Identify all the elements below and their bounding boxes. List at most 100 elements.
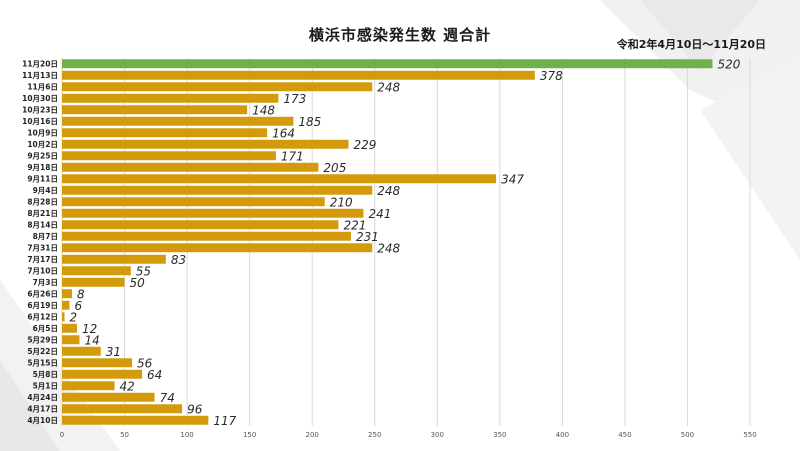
x-tick-label: 400: [556, 431, 569, 439]
bar: [62, 59, 713, 69]
bar: [62, 82, 373, 92]
value-label: 378: [540, 69, 563, 83]
category-label: 10月30日: [22, 94, 58, 103]
category-label: 4月10日: [27, 416, 58, 425]
category-label: 11月13日: [22, 71, 58, 80]
category-label: 6月19日: [27, 301, 58, 310]
bar: [62, 369, 143, 379]
value-label: 171: [281, 149, 304, 163]
bar: [62, 300, 70, 310]
value-label: 2: [70, 310, 78, 324]
bar: [62, 277, 125, 287]
x-tick-label: 150: [243, 431, 256, 439]
category-label: 9月11日: [27, 175, 58, 184]
bar: [62, 243, 373, 253]
category-label: 5月15日: [27, 359, 58, 368]
bar: [62, 392, 155, 402]
category-label: 6月26日: [27, 290, 58, 299]
category-label: 9月18日: [27, 163, 58, 172]
x-tick-label: 450: [618, 431, 631, 439]
bar: [62, 381, 115, 391]
value-label: 50: [130, 276, 146, 290]
category-label: 7月10日: [27, 267, 58, 276]
bar: [62, 266, 131, 276]
category-label: 8月21日: [27, 209, 58, 218]
bar: [62, 151, 276, 161]
category-label: 8月14日: [27, 221, 58, 230]
category-label: 4月17日: [27, 405, 58, 414]
bar: [62, 346, 101, 356]
value-label: 248: [377, 80, 400, 94]
bar: [62, 208, 364, 218]
value-label: 248: [377, 241, 400, 255]
category-label: 5月29日: [27, 336, 58, 345]
value-label: 231: [356, 230, 379, 244]
bar: [62, 197, 325, 207]
bar: [62, 174, 497, 184]
x-axis-ticks: 0 50 100 150 200 250 300 350 400 450 500 550: [60, 431, 757, 439]
bar: [62, 128, 268, 138]
chart-title: 横浜市感染発生数 週合計: [308, 26, 492, 44]
category-label: 7月3日: [33, 278, 58, 287]
value-label: 74: [160, 391, 175, 405]
value-label: 229: [353, 138, 376, 152]
x-tick-label: 300: [431, 431, 444, 439]
category-label: 10月9日: [27, 129, 58, 138]
category-label: 6月12日: [27, 313, 58, 322]
value-label: 148: [252, 103, 275, 117]
x-tick-label: 50: [120, 431, 129, 439]
bar: [62, 93, 279, 103]
category-labels: 11月20日 11月13日 11月6日 10月30日 10月23日 10月16日 10月9日…: [22, 60, 58, 425]
value-label: 173: [283, 92, 306, 106]
bar: [62, 415, 209, 425]
bar: [62, 116, 294, 126]
category-label: 10月16日: [22, 117, 58, 126]
category-label: 6月5日: [33, 324, 58, 333]
value-label: 347: [501, 172, 524, 186]
value-label: 241: [368, 207, 391, 221]
category-label: 10月2日: [27, 140, 58, 149]
category-label: 4月24日: [27, 393, 58, 402]
value-label: 221: [343, 218, 366, 232]
bar: [62, 70, 535, 80]
bar: [62, 162, 319, 172]
value-labels: 5203782481731481851642291712053472482102…: [70, 57, 741, 428]
value-label: 64: [147, 368, 162, 382]
category-label: 9月25日: [27, 152, 58, 161]
value-label: 117: [213, 414, 236, 428]
chart-subtitle: 令和2年4月10日～11月20日: [616, 38, 766, 51]
category-label: 5月1日: [33, 382, 58, 391]
value-label: 55: [136, 264, 151, 278]
value-label: 520: [717, 57, 740, 71]
value-label: 185: [298, 115, 321, 129]
value-label: 8: [77, 287, 85, 301]
category-label: 9月4日: [33, 186, 58, 195]
bar: [62, 231, 351, 241]
x-tick-label: 0: [60, 431, 64, 439]
x-tick-label: 250: [368, 431, 381, 439]
category-label: 11月6日: [27, 83, 58, 92]
value-label: 31: [106, 345, 121, 359]
value-label: 56: [137, 356, 153, 370]
value-label: 205: [323, 161, 346, 175]
category-label: 5月8日: [33, 370, 58, 379]
category-label: 5月22日: [27, 347, 58, 356]
x-tick-label: 350: [493, 431, 506, 439]
x-tick-label: 550: [743, 431, 756, 439]
value-label: 96: [187, 402, 203, 416]
value-label: 83: [171, 253, 186, 267]
category-label: 7月31日: [27, 244, 58, 253]
value-label: 42: [120, 379, 135, 393]
bar: [62, 220, 339, 230]
x-tick-label: 100: [180, 431, 193, 439]
value-label: 12: [82, 322, 97, 336]
bar: [62, 335, 80, 345]
x-tick-label: 200: [305, 431, 318, 439]
bar: [62, 312, 65, 322]
bar: [62, 289, 73, 299]
bar: [62, 139, 349, 149]
category-label: 10月23日: [22, 106, 58, 115]
bar: [62, 358, 133, 368]
bar: [62, 404, 183, 414]
